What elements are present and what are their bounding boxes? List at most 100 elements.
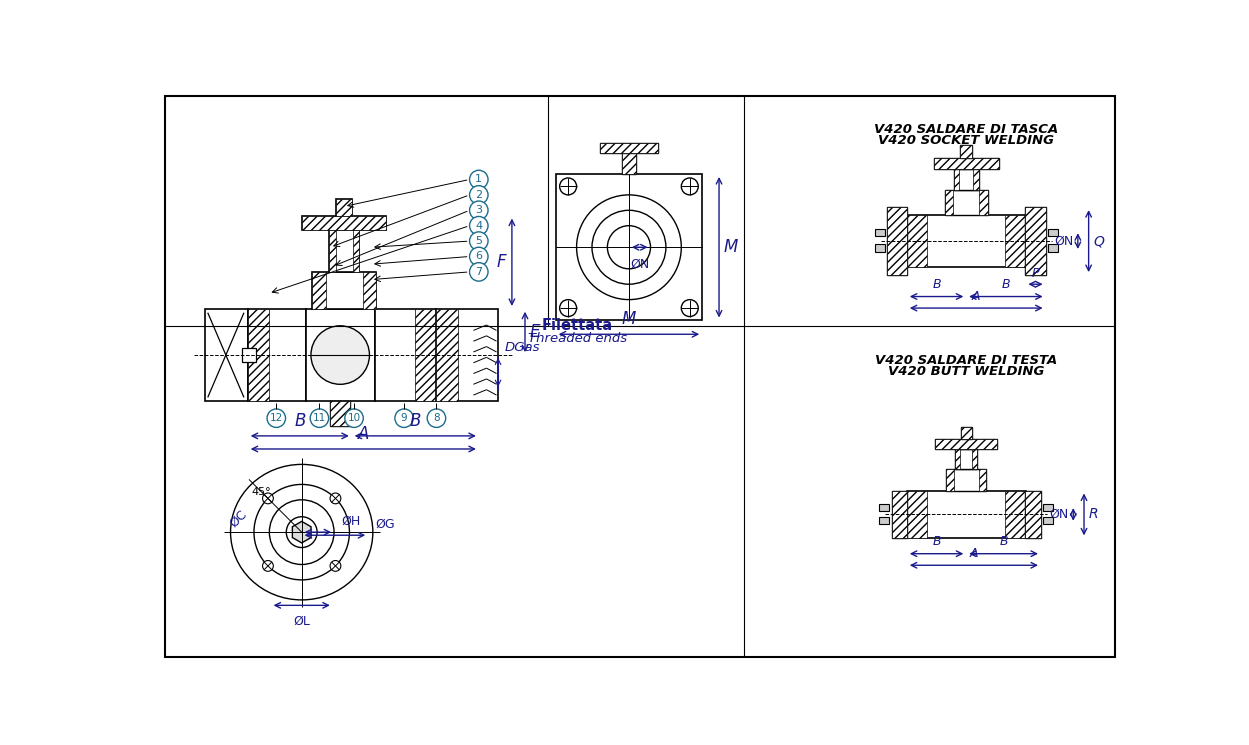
Text: M: M: [622, 310, 636, 328]
Circle shape: [310, 409, 328, 428]
Bar: [887, 207, 907, 275]
Bar: [960, 145, 973, 158]
Circle shape: [560, 299, 577, 317]
Bar: [1025, 207, 1045, 275]
Bar: [436, 309, 458, 402]
Text: Filettata: Filettata: [542, 318, 613, 333]
Bar: [1048, 229, 1058, 236]
Bar: [362, 272, 376, 309]
Bar: [934, 158, 998, 168]
Text: 45°: 45°: [252, 487, 271, 497]
Text: Threaded ends: Threaded ends: [528, 332, 627, 345]
Bar: [1025, 490, 1040, 539]
Bar: [1025, 207, 1045, 275]
Text: ØG: ØG: [375, 518, 395, 531]
Text: B: B: [294, 412, 306, 430]
Bar: [375, 309, 436, 402]
Text: 11: 11: [312, 413, 326, 423]
Bar: [242, 348, 256, 362]
Bar: [336, 199, 352, 216]
Text: R: R: [1089, 507, 1098, 522]
Circle shape: [577, 195, 681, 299]
Text: 3: 3: [476, 206, 482, 215]
Circle shape: [470, 263, 488, 281]
Bar: [1043, 517, 1053, 524]
Bar: [302, 216, 386, 229]
Text: 8: 8: [433, 413, 440, 423]
Text: B: B: [410, 412, 421, 430]
Text: V420 SALDARE DI TESTA: V420 SALDARE DI TESTA: [876, 354, 1058, 367]
Bar: [330, 402, 350, 426]
Bar: [907, 215, 927, 267]
Circle shape: [330, 493, 341, 504]
Circle shape: [470, 171, 488, 188]
Text: B: B: [932, 536, 940, 548]
Bar: [947, 469, 954, 490]
Text: ØC: ØC: [227, 507, 250, 530]
Text: 2: 2: [475, 190, 482, 200]
Circle shape: [681, 178, 698, 195]
Bar: [436, 309, 498, 402]
Circle shape: [427, 409, 446, 428]
Text: B: B: [1002, 278, 1010, 291]
Circle shape: [262, 493, 274, 504]
Bar: [352, 229, 360, 272]
Bar: [907, 490, 1027, 539]
Circle shape: [470, 186, 488, 204]
Text: M: M: [723, 238, 738, 256]
Text: V420 BUTT WELDING: V420 BUTT WELDING: [888, 366, 1044, 378]
Bar: [622, 153, 636, 174]
Circle shape: [395, 409, 413, 428]
Bar: [944, 190, 953, 215]
Bar: [936, 439, 997, 449]
Bar: [947, 469, 987, 490]
Text: B: B: [999, 536, 1008, 548]
Bar: [415, 309, 436, 402]
Bar: [1048, 244, 1058, 252]
Bar: [336, 199, 352, 216]
Bar: [936, 439, 997, 449]
Text: 4: 4: [475, 221, 482, 231]
Bar: [622, 153, 636, 174]
Bar: [973, 168, 978, 190]
Text: F: F: [496, 253, 506, 271]
Circle shape: [607, 226, 651, 269]
Text: V420 SALDARE DI TASCA: V420 SALDARE DI TASCA: [874, 123, 1058, 136]
Bar: [205, 309, 247, 402]
Text: Q: Q: [1093, 234, 1104, 248]
Circle shape: [286, 517, 317, 548]
Circle shape: [470, 217, 488, 235]
Bar: [879, 517, 889, 524]
Bar: [600, 142, 658, 153]
Bar: [892, 490, 907, 539]
Text: 6: 6: [476, 252, 482, 261]
Text: 1: 1: [476, 174, 482, 185]
Circle shape: [470, 232, 488, 250]
Bar: [247, 309, 270, 402]
Text: 10: 10: [347, 413, 361, 423]
Bar: [312, 272, 376, 309]
Bar: [1005, 215, 1025, 267]
Bar: [247, 309, 306, 402]
Bar: [979, 190, 988, 215]
Text: 12: 12: [270, 413, 284, 423]
Text: A: A: [357, 425, 368, 443]
Circle shape: [267, 409, 286, 428]
Text: ØN: ØN: [1049, 508, 1069, 521]
Bar: [879, 504, 889, 510]
Circle shape: [311, 326, 370, 384]
Text: ØH: ØH: [341, 515, 361, 528]
Bar: [944, 190, 988, 215]
Bar: [887, 207, 907, 275]
Text: ØN: ØN: [629, 258, 649, 271]
Bar: [934, 158, 998, 168]
Circle shape: [681, 299, 698, 317]
Bar: [600, 142, 658, 153]
Bar: [874, 244, 884, 252]
Bar: [978, 469, 987, 490]
Bar: [955, 449, 960, 469]
Bar: [328, 229, 360, 272]
Bar: [1025, 490, 1040, 539]
Text: P: P: [1032, 267, 1039, 279]
Text: A: A: [972, 290, 980, 302]
